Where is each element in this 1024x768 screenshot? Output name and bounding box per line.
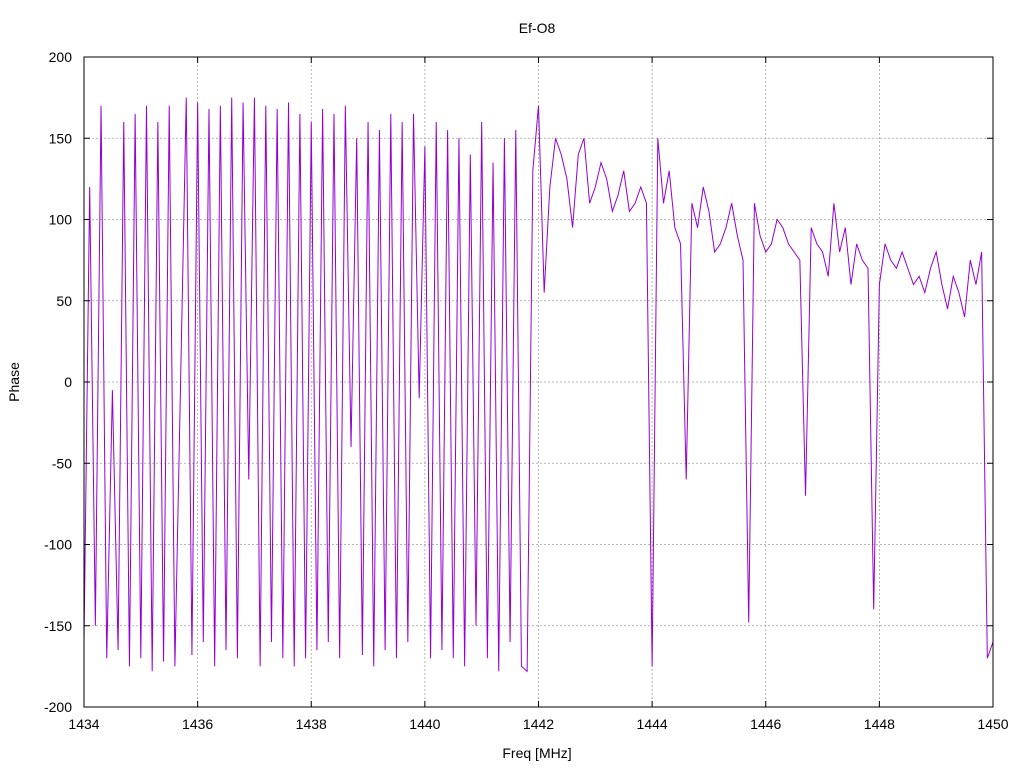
x-axis-title: Freq [MHz] bbox=[502, 745, 571, 761]
y-tick-label: 150 bbox=[49, 130, 73, 146]
x-tick-label: 1440 bbox=[409, 716, 440, 732]
x-tick-label: 1448 bbox=[864, 716, 895, 732]
x-tick-label: 1446 bbox=[750, 716, 781, 732]
y-tick-label: 50 bbox=[56, 293, 72, 309]
axis-ticks bbox=[83, 56, 994, 708]
x-tick-label: 1444 bbox=[637, 716, 668, 732]
x-tick-label: 1436 bbox=[182, 716, 213, 732]
tick-labels: 1434 1436 1438 1440 1442 1444 1446 1448 1450 -200… bbox=[44, 49, 1009, 732]
y-tick-label: -100 bbox=[44, 537, 72, 553]
phase-series-line bbox=[83, 97, 994, 673]
y-tick-label: -150 bbox=[44, 618, 72, 634]
x-tick-label: 1438 bbox=[296, 716, 327, 732]
y-tick-label: 200 bbox=[49, 49, 73, 65]
x-tick-label: 1434 bbox=[68, 716, 99, 732]
x-tick-label: 1442 bbox=[523, 716, 554, 732]
y-tick-label: -50 bbox=[52, 455, 72, 471]
y-tick-label: 100 bbox=[49, 212, 73, 228]
x-tick-label: 1450 bbox=[977, 716, 1008, 732]
series-layer bbox=[83, 97, 994, 673]
chart-title: Ef-O8 bbox=[519, 20, 556, 36]
y-tick-label: -200 bbox=[44, 699, 72, 715]
y-tick-label: 0 bbox=[64, 374, 72, 390]
y-axis-title: Phase bbox=[6, 362, 22, 402]
